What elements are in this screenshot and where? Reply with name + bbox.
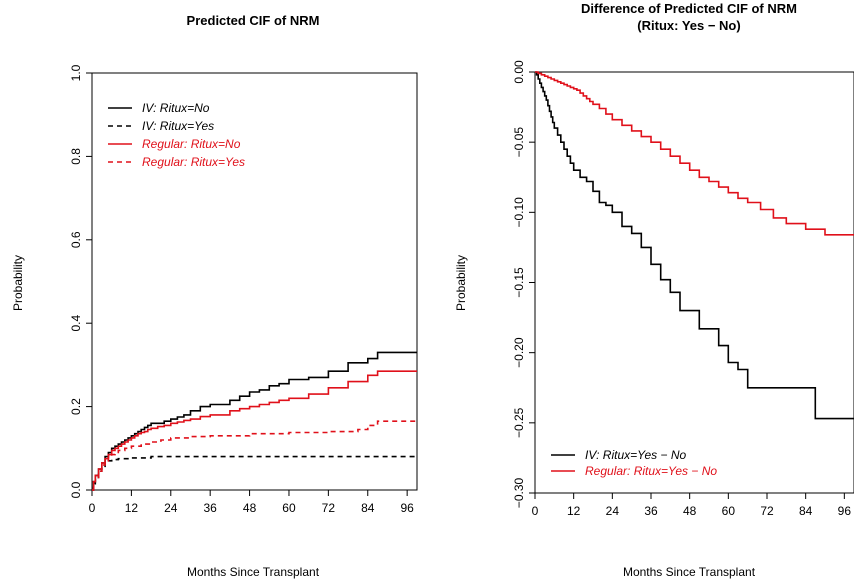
- right-x-tick-label: 24: [606, 504, 620, 518]
- right-x-tick-label: 72: [760, 504, 774, 518]
- right-series-line-1: [535, 71, 854, 236]
- right-x-tick-label: 60: [722, 504, 736, 518]
- right-x-tick-label: 84: [799, 504, 813, 518]
- right-x-tick-label: 12: [567, 504, 581, 518]
- left-x-tick-label: 48: [243, 501, 257, 515]
- right-y-tick-label: −0.20: [512, 337, 526, 368]
- right-x-axis: 0 12 24 36 48 60 72 84 96: [532, 493, 852, 518]
- left-chart-title: Predicted CIF of NRM: [187, 13, 320, 28]
- right-x-tick-label: 48: [683, 504, 697, 518]
- left-series-group: [92, 351, 418, 491]
- right-x-tick-label: 0: [532, 504, 539, 518]
- right-plot-border: [534, 71, 854, 494]
- left-x-tick-label: 60: [282, 501, 296, 515]
- left-legend-label-3: Regular: Ritux=Yes: [142, 155, 245, 169]
- right-y-axis-label: Probability: [454, 255, 468, 311]
- right-y-tick-label: −0.25: [512, 407, 526, 438]
- left-legend-label-2: Regular: Ritux=No: [142, 137, 241, 151]
- left-y-tick-label: 0.2: [69, 398, 83, 415]
- left-y-tick-label: 0.0: [69, 481, 83, 498]
- left-series-line-1: [92, 455, 417, 491]
- left-y-axis-label: Probability: [11, 255, 25, 311]
- right-panel: Difference of Predicted CIF of NRM (Ritu…: [454, 1, 854, 579]
- left-x-axis: 0 12 24 36 48 60 72 84 96: [89, 490, 414, 515]
- left-x-tick-label: 0: [89, 501, 96, 515]
- right-y-tick-label: −0.15: [512, 267, 526, 298]
- left-x-axis-label: Months Since Transplant: [187, 565, 320, 579]
- left-series-line-0: [92, 351, 417, 491]
- left-x-tick-label: 24: [164, 501, 178, 515]
- right-x-tick-label: 36: [644, 504, 658, 518]
- right-x-axis-label: Months Since Transplant: [623, 565, 756, 579]
- right-y-tick-label: 0.00: [512, 60, 526, 84]
- right-plot-frame: [534, 71, 854, 494]
- left-panel: Predicted CIF of NRM Months Since Transp…: [11, 13, 418, 579]
- left-legend: IV: Ritux=No IV: Ritux=Yes Regular: Ritux=…: [108, 101, 245, 169]
- left-x-tick-label: 72: [322, 501, 336, 515]
- left-legend-label-0: IV: Ritux=No: [142, 101, 210, 115]
- left-x-tick-label: 84: [361, 501, 375, 515]
- right-legend-label-0: IV: Ritux=Yes − No: [585, 448, 686, 462]
- left-y-axis: 0.0 0.2 0.4 0.6 0.8 1.0: [69, 64, 92, 498]
- left-legend-label-1: IV: Ritux=Yes: [142, 119, 214, 133]
- right-y-tick-label: −0.10: [512, 197, 526, 228]
- left-y-tick-label: 0.8: [69, 148, 83, 165]
- left-x-tick-label: 36: [204, 501, 218, 515]
- right-legend-label-1: Regular: Ritux=Yes − No: [585, 464, 717, 478]
- right-chart-subtitle: (Ritux: Yes − No): [637, 18, 740, 33]
- right-series-line-0: [535, 71, 854, 420]
- right-y-tick-label: −0.30: [512, 477, 526, 508]
- right-x-tick-label: 96: [838, 504, 852, 518]
- left-x-tick-label: 12: [125, 501, 139, 515]
- left-y-tick-label: 1.0: [69, 64, 83, 81]
- left-plot-frame: [91, 72, 418, 491]
- right-y-axis: 0.00 −0.05 −0.10 −0.15 −0.20 −0.25 −0.30: [512, 60, 535, 508]
- left-y-tick-label: 0.4: [69, 315, 83, 332]
- left-plot-border: [91, 72, 418, 491]
- left-x-tick-label: 96: [400, 501, 414, 515]
- right-legend: IV: Ritux=Yes − No Regular: Ritux=Yes − N…: [551, 448, 717, 478]
- right-chart-title: Difference of Predicted CIF of NRM: [581, 1, 797, 16]
- right-y-tick-label: −0.05: [512, 127, 526, 158]
- right-series-group: [535, 71, 854, 420]
- left-y-tick-label: 0.6: [69, 231, 83, 248]
